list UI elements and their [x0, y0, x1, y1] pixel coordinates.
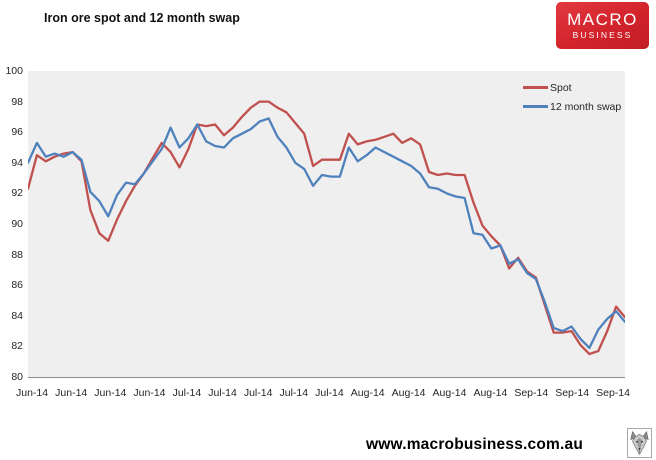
- x-tick-label: Jun-14: [133, 387, 166, 399]
- x-tick-label: Jul-14: [208, 387, 237, 399]
- logo-text-business: BUSINESS: [572, 29, 633, 40]
- wolf-drawing: [630, 430, 649, 455]
- y-tick-label: 82: [11, 340, 23, 353]
- x-tick-label: Jul-14: [243, 387, 273, 399]
- series-line-swap: [28, 117, 625, 350]
- y-tick-label: 90: [11, 218, 23, 230]
- plot-svg: [28, 100, 625, 356]
- y-tick-label: 80: [11, 371, 23, 383]
- y-tick-label: 98: [11, 95, 23, 108]
- series-line-spot: [28, 100, 625, 356]
- y-tick-label: 96: [11, 126, 23, 139]
- y-axis: 100 98 96 94 92 90 88 86 84 82 80: [0, 65, 23, 383]
- x-tick-label: Aug-14: [473, 387, 508, 399]
- x-tick-label: Jul-14: [172, 387, 202, 399]
- logo-text-macro: MACRO: [567, 9, 638, 29]
- y-tick-label: 86: [11, 279, 23, 292]
- plot-area: [28, 71, 625, 378]
- y-tick-label: 100: [5, 65, 23, 77]
- x-tick-label: Aug-14: [350, 387, 385, 399]
- macrobusiness-logo: MACRO BUSINESS: [556, 2, 649, 49]
- red-line-swatch: [523, 86, 548, 89]
- legend-item-spot: Spot: [523, 78, 621, 97]
- x-tick-label: Sep-14: [555, 387, 590, 399]
- site-url: www.macrobusiness.com.au: [366, 436, 583, 453]
- x-tick-label: Jun-14: [94, 387, 127, 399]
- legend-label-swap: 12 month swap: [550, 100, 622, 113]
- chart-title: Iron ore spot and 12 month swap: [44, 11, 240, 25]
- x-tick-label: Sep-14: [514, 387, 549, 399]
- x-tick-label: Jul-14: [315, 387, 344, 399]
- x-tick-label: Aug-14: [432, 387, 467, 399]
- x-tick-label: Aug-14: [391, 387, 426, 399]
- x-tick-label: Jun-14: [55, 387, 88, 399]
- x-axis: Jun-14 Jun-14 Jun-14 Jun-14 Jul-14 Jul-14 Jul-…: [16, 387, 630, 399]
- y-tick-label: 84: [11, 309, 23, 322]
- y-tick-label: 94: [11, 156, 23, 169]
- wolf-icon: [627, 428, 652, 458]
- blue-line-swatch: [523, 105, 548, 108]
- x-tick-label: Sep-14: [596, 387, 630, 399]
- y-tick-label: 92: [11, 187, 23, 200]
- legend-label-spot: Spot: [550, 81, 572, 94]
- legend: Spot 12 month swap: [523, 78, 621, 116]
- x-tick-label: Jul-14: [279, 387, 309, 399]
- legend-item-swap: 12 month swap: [523, 97, 621, 116]
- x-tick-label: Jun-14: [16, 387, 49, 399]
- y-tick-label: 88: [11, 248, 23, 261]
